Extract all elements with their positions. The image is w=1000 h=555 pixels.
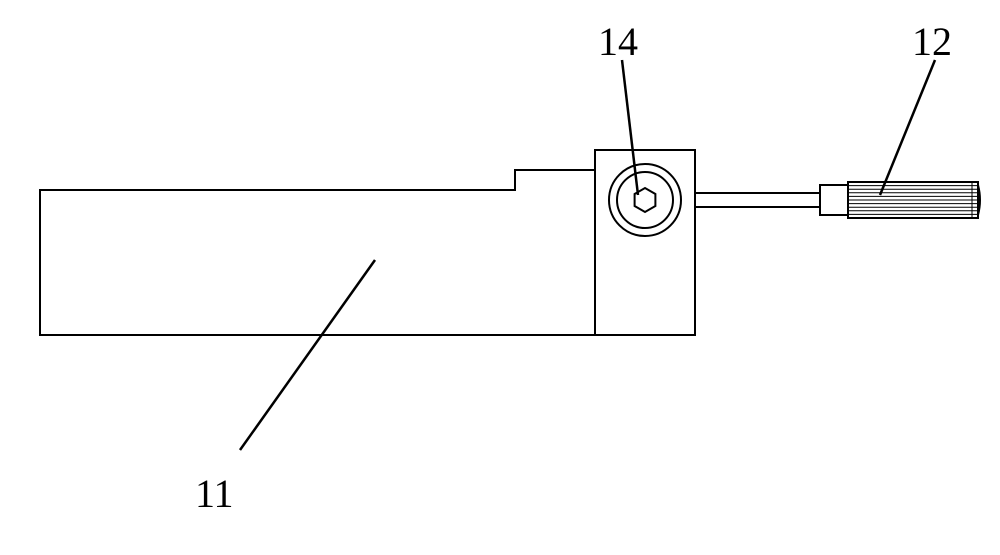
technical-diagram bbox=[0, 0, 1000, 550]
diagram-svg bbox=[0, 0, 1000, 550]
callout-label-12: 12 bbox=[912, 18, 952, 65]
callout-label-11: 11 bbox=[195, 470, 234, 517]
callout-label-14: 14 bbox=[598, 18, 638, 65]
